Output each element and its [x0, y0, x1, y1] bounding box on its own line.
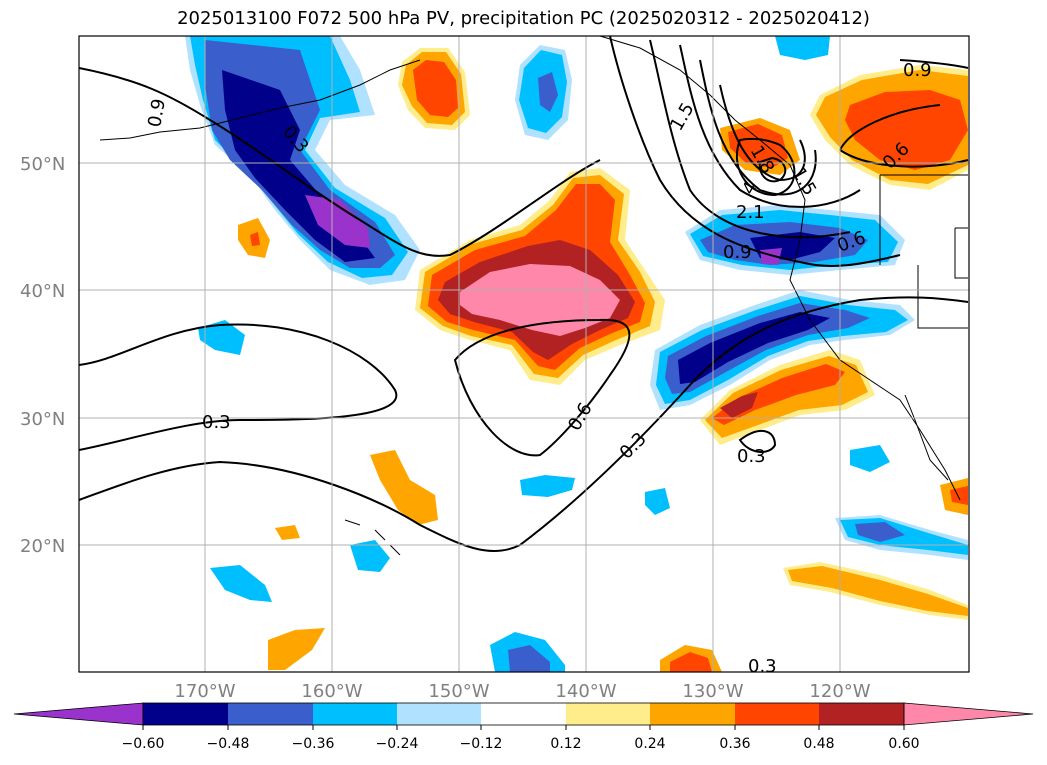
colorbar-segment	[735, 703, 819, 725]
colorbar-segment	[566, 703, 650, 725]
lon-label: 130°W	[682, 681, 743, 702]
precip-fill-layer	[185, 36, 968, 672]
colorbar-segment	[819, 703, 904, 725]
colorbar-tick-label: −0.48	[207, 736, 250, 752]
pv-contour-layer	[79, 36, 969, 553]
lon-label: 120°W	[809, 681, 870, 702]
lat-label: 30°N	[20, 409, 65, 430]
colorbar-max-extend	[903, 702, 1034, 726]
colorbar-tick-label: 0.36	[719, 736, 750, 752]
map-title: 2025013100 F072 500 hPa PV, precipitatio…	[177, 8, 870, 29]
latitude-labels: 50°N 40°N 30°N 20°N	[20, 154, 65, 557]
colorbar-tick-label: 0.12	[550, 736, 581, 752]
colorbar-tick-label: 0.24	[634, 736, 665, 752]
colorbar-segment	[313, 703, 397, 725]
contour-label: 0.3	[737, 446, 766, 467]
colorbar-tick-label: 0.60	[888, 736, 919, 752]
colorbar-tick-label: −0.36	[292, 736, 335, 752]
colorbar-tick-label: −0.24	[376, 736, 419, 752]
plot-frame	[78, 35, 970, 673]
contour-label: 0.9	[144, 97, 170, 129]
contour-label: 2.1	[736, 202, 765, 223]
colorbar-tick-label: 0.48	[803, 736, 834, 752]
contour-label: 0.3	[748, 656, 777, 677]
contour-label: 0.6	[564, 399, 597, 434]
gridlines	[79, 36, 969, 672]
coastline-layer	[99, 36, 968, 556]
colorbar-segment	[228, 703, 313, 725]
colorbar: −0.60 −0.48 −0.36 −0.24 −0.12 0.12 0.24 …	[13, 702, 1034, 752]
colorbar-segment	[481, 703, 566, 725]
longitude-labels: 170°W 160°W 150°W 140°W 130°W 120°W	[174, 681, 870, 702]
lon-label: 150°W	[428, 681, 489, 702]
contour-label: 0.9	[903, 60, 932, 81]
colorbar-segment	[143, 703, 228, 725]
colorbar-segment	[397, 703, 481, 725]
colorbar-min-extend	[13, 702, 144, 726]
colorbar-segment	[650, 703, 735, 725]
lon-label: 140°W	[555, 681, 616, 702]
contour-label: 0.3	[202, 412, 231, 433]
lat-label: 40°N	[20, 281, 65, 302]
lon-label: 170°W	[174, 681, 235, 702]
lat-label: 20°N	[20, 536, 65, 557]
colorbar-tick-label: −0.12	[460, 736, 503, 752]
colorbar-tick-label: −0.60	[122, 736, 165, 752]
contour-label: 0.9	[723, 242, 752, 263]
lon-label: 160°W	[301, 681, 362, 702]
lat-label: 50°N	[20, 154, 65, 175]
